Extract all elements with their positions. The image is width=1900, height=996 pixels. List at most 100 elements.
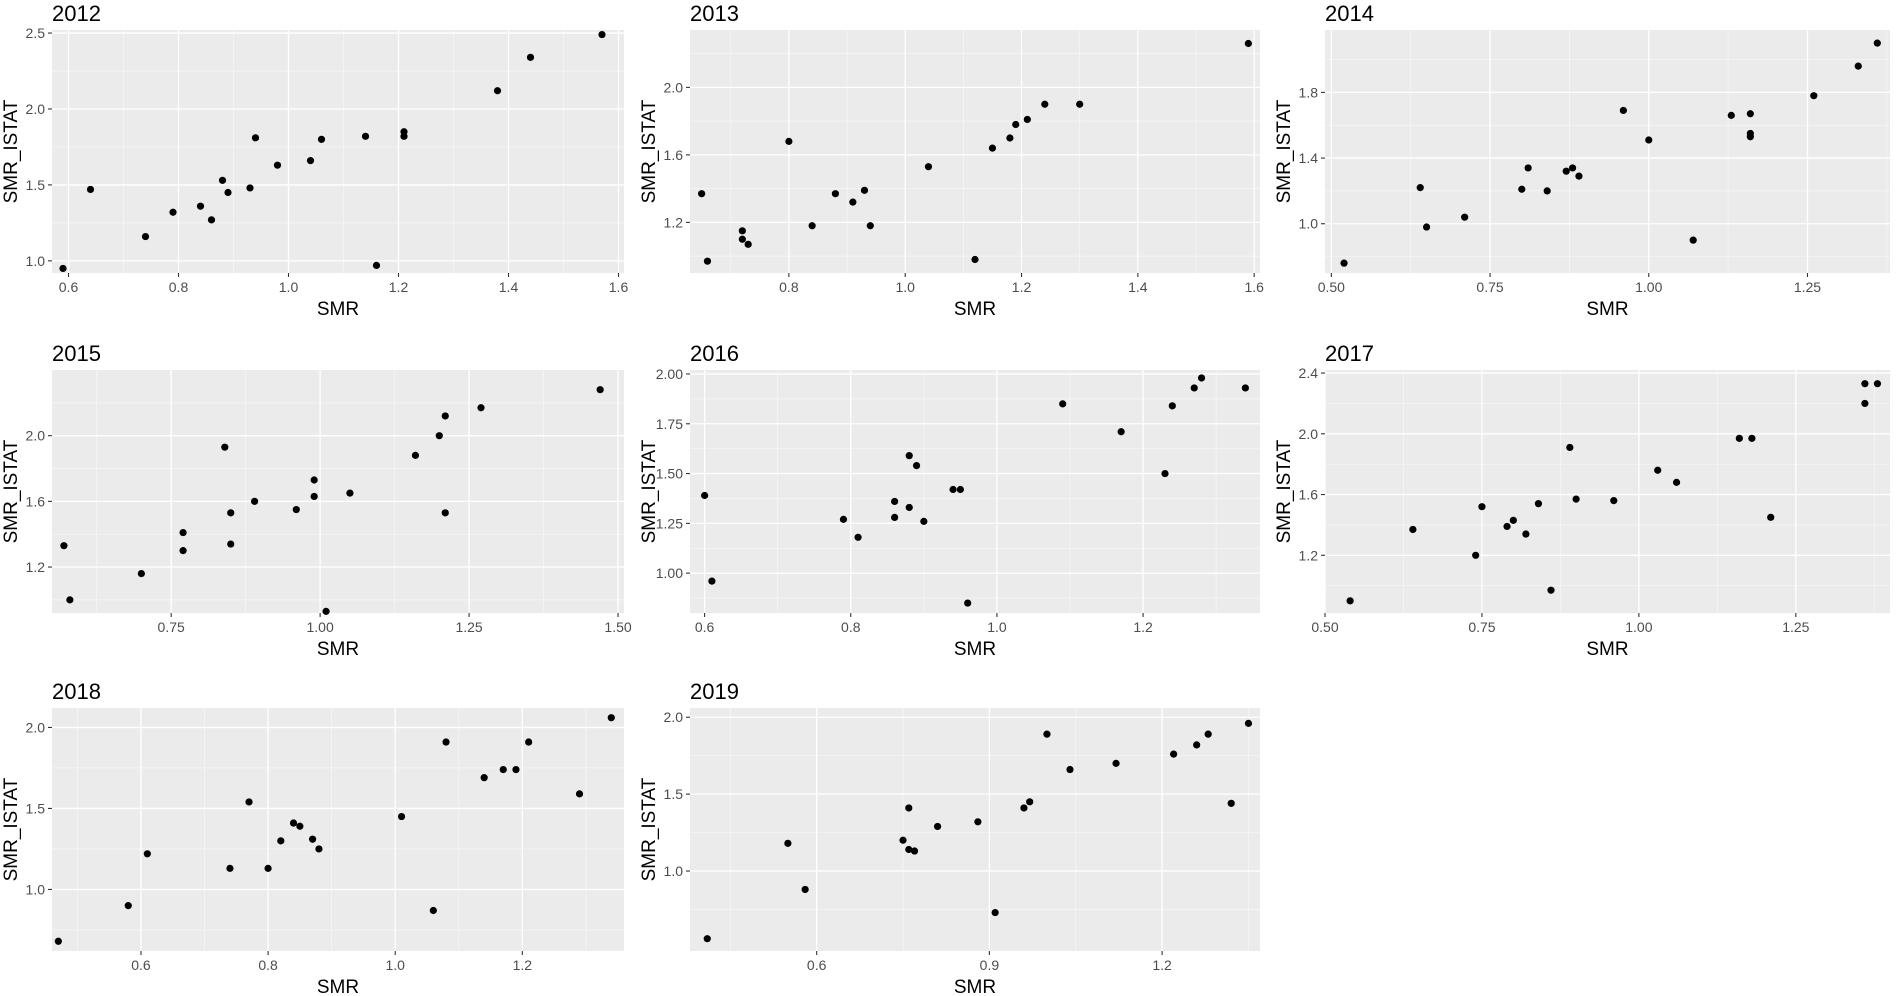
x-tick-label: 1.00 [1625, 619, 1652, 635]
data-point [227, 509, 235, 517]
data-point [785, 137, 793, 145]
data-point [1547, 586, 1555, 594]
facet-panel-2014: 0.50 0.75 1.00 1.25 1.0 1.4 1.8 2014 SMR SMR_ISTA… [1274, 1, 1890, 320]
data-point [949, 485, 957, 494]
x-tick-label: 1.0 [987, 619, 1007, 635]
data-point [1746, 133, 1754, 141]
data-point [933, 822, 942, 831]
data-point [207, 216, 216, 224]
data-point [196, 202, 205, 210]
data-point [1562, 167, 1570, 175]
x-tick-label: 0.50 [1318, 279, 1345, 295]
data-point [1168, 402, 1176, 410]
x-tick-label: 0.8 [779, 279, 799, 295]
x-tick-label: 1.00 [1635, 279, 1662, 295]
data-point [169, 208, 177, 216]
data-point [224, 188, 232, 197]
data-point [598, 30, 606, 39]
data-point [1543, 187, 1551, 195]
data-point [1043, 730, 1051, 738]
y-axis-title: SMR_ISTAT [1274, 439, 1295, 543]
data-point [1170, 750, 1178, 758]
data-point [1241, 384, 1249, 392]
y-tick-label: 1.2 [26, 559, 46, 575]
x-tick-label: 1.2 [1133, 619, 1153, 635]
facet-panel-2012: 0.6 0.8 1.0 1.2 1.4 1.6 1.0 1.5 2.0 2.5 2012 SMR SMR… [1, 1, 628, 320]
data-point [1244, 719, 1253, 727]
data-point [1518, 185, 1526, 193]
facet-panel-2013: 0.8 1.0 1.2 1.4 1.6 1.2 1.6 2.0 2013 SMR SMR_ISTAT [639, 1, 1264, 320]
data-point [296, 822, 304, 830]
data-point [179, 547, 187, 555]
data-point [1524, 164, 1532, 172]
data-point [1244, 39, 1252, 48]
data-point [1340, 259, 1348, 267]
x-tick-label: 0.8 [169, 279, 189, 295]
data-point [703, 935, 711, 943]
y-tick-label: 1.25 [656, 515, 683, 531]
y-axis-title: SMR_ISTAT [639, 777, 660, 881]
x-tick-label: 1.2 [389, 279, 409, 295]
data-point [289, 819, 298, 827]
data-point [905, 845, 913, 854]
data-point [245, 798, 253, 806]
x-tick-label: 0.6 [695, 619, 715, 635]
data-point [1654, 466, 1662, 474]
data-point [273, 161, 282, 169]
y-tick-label: 2.0 [26, 428, 46, 444]
data-point [310, 492, 318, 501]
data-point [59, 264, 67, 273]
data-point [1672, 478, 1681, 486]
data-point [66, 596, 74, 604]
panel-title: 2017 [1325, 341, 1374, 366]
data-point [246, 184, 254, 192]
data-point [361, 132, 370, 140]
y-tick-label: 1.6 [1299, 487, 1319, 503]
data-point [322, 607, 330, 615]
data-point [1059, 400, 1067, 408]
data-point [1689, 236, 1697, 244]
x-tick-label: 0.75 [1476, 279, 1503, 295]
data-point [1020, 804, 1028, 812]
data-point [991, 908, 999, 917]
data-point [1117, 428, 1125, 436]
data-point [1566, 443, 1574, 452]
data-point [784, 839, 792, 847]
panel-background [1325, 30, 1890, 273]
x-tick-label: 1.25 [455, 619, 482, 635]
data-point [1193, 741, 1201, 749]
data-point [480, 774, 488, 782]
panel-title: 2019 [690, 679, 739, 704]
data-point [310, 476, 318, 484]
data-point [137, 569, 145, 578]
data-point [808, 222, 816, 230]
x-tick-label: 0.8 [258, 957, 278, 973]
data-point [141, 232, 150, 241]
data-point [306, 157, 315, 165]
panel-title: 2015 [52, 341, 101, 366]
data-point [910, 847, 919, 855]
data-point [839, 515, 848, 523]
data-point [435, 432, 443, 440]
data-point [315, 845, 323, 853]
data-point [1503, 522, 1511, 531]
data-point [974, 818, 982, 826]
x-tick-label: 1.6 [1244, 279, 1264, 295]
y-tick-label: 2.5 [26, 25, 46, 41]
data-point [1478, 503, 1486, 511]
x-axis-title: SMR [317, 299, 359, 320]
data-point [905, 452, 913, 460]
data-point [1610, 497, 1618, 505]
data-point [1006, 134, 1014, 142]
data-point [1227, 799, 1235, 807]
panel-title: 2012 [52, 1, 101, 26]
data-point [429, 906, 437, 915]
data-point [1575, 172, 1583, 180]
data-point [1534, 500, 1543, 508]
data-point [1204, 730, 1212, 738]
x-tick-label: 1.0 [279, 279, 299, 295]
panel-title: 2013 [690, 1, 739, 26]
y-axis-title: SMR_ISTAT [1, 777, 22, 881]
data-point [251, 134, 260, 142]
